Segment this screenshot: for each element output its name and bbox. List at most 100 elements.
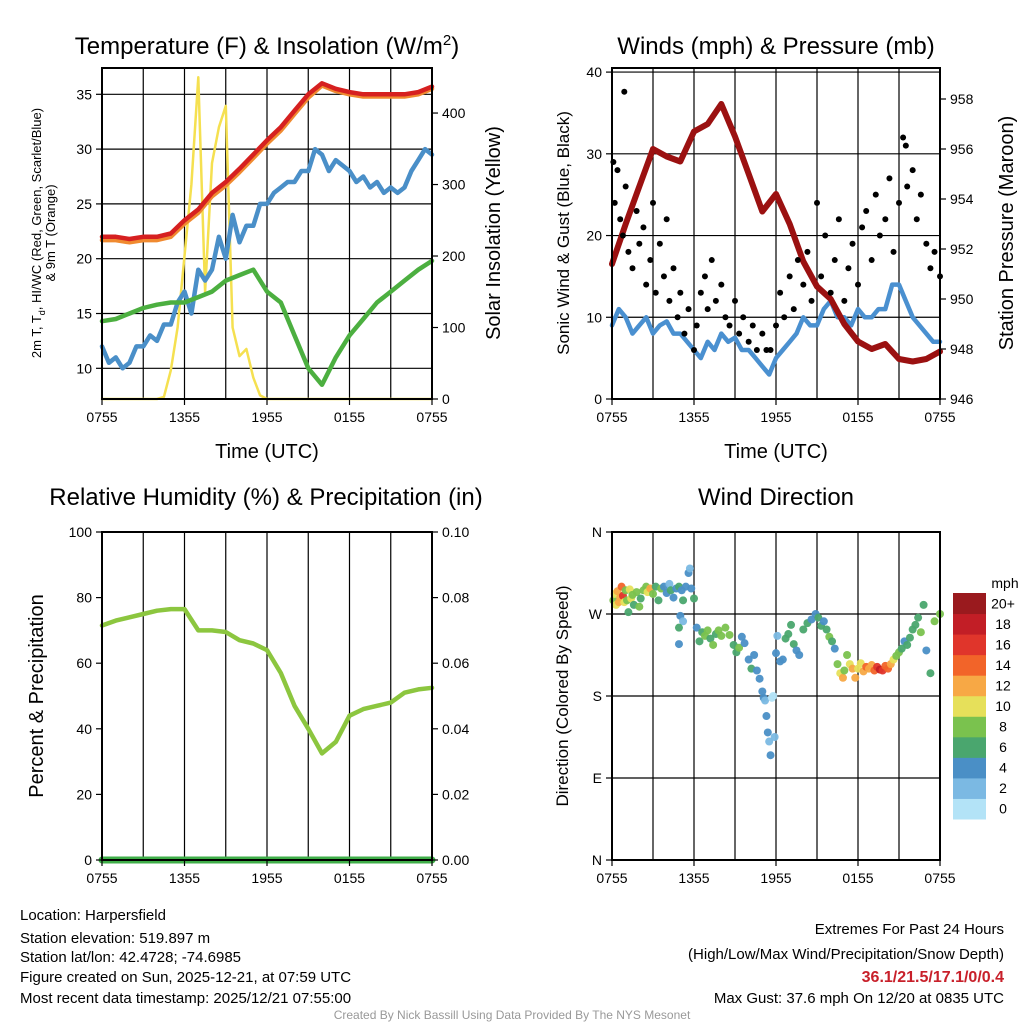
y-tick-label: 100 xyxy=(69,524,93,540)
y2-tick-label: 0.06 xyxy=(442,655,469,671)
gust-point xyxy=(794,257,801,264)
location-text: Location: Harpersfield xyxy=(20,907,166,924)
gust-point xyxy=(670,265,677,272)
gust-point xyxy=(660,273,667,280)
gust-point xyxy=(629,265,636,272)
colorbar-swatch xyxy=(953,654,986,676)
gust-point xyxy=(677,289,684,296)
colorbar-label: 4 xyxy=(999,760,1007,776)
gust-point xyxy=(896,199,902,206)
direction-point xyxy=(766,751,775,760)
direction-point xyxy=(799,625,808,634)
gust-point xyxy=(886,175,893,182)
y2-tick-label: 952 xyxy=(950,241,974,257)
wind-plot: 0755 1355 1955 0155 0755 0 10 20 30 40 946 948 950 95… xyxy=(586,64,973,425)
gust-point xyxy=(917,191,924,198)
y2-tick-label: 0.10 xyxy=(442,524,469,540)
direction-point xyxy=(769,692,778,700)
gust-point xyxy=(763,346,770,353)
direction-point xyxy=(914,613,923,622)
direction-point xyxy=(735,643,744,652)
direction-point xyxy=(926,669,935,678)
direction-point xyxy=(833,660,842,669)
gust-point xyxy=(625,248,632,255)
direction-point xyxy=(635,602,644,611)
direction-point xyxy=(848,664,857,673)
speed-colorbar: 0 2 4 6 8 10 12 14 16 18 20+ xyxy=(953,593,1015,820)
created-text: Figure created on Sun, 2025-12-21, at 07… xyxy=(20,969,351,986)
y2-tick-label: 956 xyxy=(950,141,974,157)
direction-point xyxy=(755,674,764,683)
direction-point xyxy=(674,623,683,632)
y-tick-label: 0 xyxy=(594,391,602,407)
direction-point xyxy=(752,666,761,675)
gust-point xyxy=(855,281,861,288)
gust-point xyxy=(835,216,842,223)
gust-point xyxy=(663,216,670,223)
temp-x-label: Time (UTC) xyxy=(215,441,319,463)
gust-point xyxy=(740,314,747,321)
gust-point xyxy=(913,216,920,223)
y-tick-label: 30 xyxy=(586,146,602,162)
x-tick-label: 0155 xyxy=(334,409,365,425)
gust-point xyxy=(622,183,629,190)
direction-point xyxy=(717,631,726,640)
colorbar-label: 0 xyxy=(999,801,1007,817)
direction-point xyxy=(690,594,698,603)
colorbar-label: 14 xyxy=(995,657,1011,673)
direction-point xyxy=(692,623,701,632)
gust-point xyxy=(647,257,654,264)
direction-point xyxy=(750,651,759,659)
gust-point xyxy=(640,224,647,231)
gust-point xyxy=(614,167,621,174)
extremes-values: 36.1/21.5/17.1/0/0.4 xyxy=(862,969,1004,986)
gust-point xyxy=(666,297,673,304)
colorbar-label: 12 xyxy=(995,677,1011,693)
colorbar-title: mph xyxy=(991,575,1018,591)
y2-tick-label: 100 xyxy=(442,320,466,336)
gust-point xyxy=(718,281,725,288)
y2-tick-label: 954 xyxy=(950,191,974,207)
gust-point xyxy=(900,134,907,141)
direction-point xyxy=(679,617,688,626)
y-tick-label: 20 xyxy=(76,786,92,802)
x-tick-label: 0155 xyxy=(334,870,365,886)
colorbar-swatch xyxy=(953,777,986,799)
direction-point xyxy=(636,594,645,603)
direction-point xyxy=(772,649,780,658)
direction-point xyxy=(758,687,767,696)
direction-point xyxy=(649,589,657,598)
gust-point xyxy=(712,297,719,304)
colorbar-swatch xyxy=(953,634,986,656)
colorbar-label: 6 xyxy=(999,739,1007,755)
x-tick-label: 0755 xyxy=(596,409,627,425)
series-sonic-wind xyxy=(609,282,943,377)
gust-point xyxy=(681,330,688,337)
y-tick-label: 30 xyxy=(76,141,92,157)
direction-point xyxy=(725,630,734,639)
direction-point xyxy=(838,673,847,682)
direction-point xyxy=(784,630,793,639)
colorbar-swatch xyxy=(953,593,986,615)
direction-point xyxy=(687,584,696,593)
gust-point xyxy=(859,224,866,231)
x-tick-label: 0755 xyxy=(416,409,447,425)
colorbar-swatch xyxy=(953,695,986,717)
gust-point xyxy=(876,232,883,239)
y-tick-label: 20 xyxy=(586,228,602,244)
series-station-pressure xyxy=(609,101,943,365)
gust-point xyxy=(849,240,856,247)
gust-point xyxy=(619,232,626,239)
credit-text: Created By Nick Bassill Using Data Provi… xyxy=(334,1008,691,1022)
direction-point xyxy=(770,733,779,741)
direction-point xyxy=(807,615,816,624)
y2-tick-label: 200 xyxy=(442,248,466,264)
rh-plot: 0755 1355 1955 0155 0755 0 20 40 60 80 100 0.00 0.02… xyxy=(69,524,470,886)
direction-point xyxy=(903,640,912,649)
gust-point xyxy=(872,191,879,198)
gust-point xyxy=(814,199,820,206)
max-gust-text: Max Gust: 37.6 mph On 12/20 at 0835 UTC xyxy=(714,990,1004,1007)
direction-point xyxy=(819,617,828,626)
rh-y-label: Percent & Precipitation xyxy=(26,594,48,797)
gust-point xyxy=(808,297,815,304)
